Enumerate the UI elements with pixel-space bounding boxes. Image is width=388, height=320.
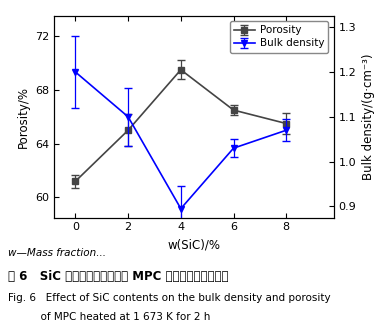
Text: w—Mass fraction...: w—Mass fraction... (8, 248, 106, 258)
Y-axis label: Bulk density/(g·cm⁻³): Bulk density/(g·cm⁻³) (362, 53, 375, 180)
Text: 图 6   SiC 加入量不同时所制备 MPC 的气孔率和体积密度: 图 6 SiC 加入量不同时所制备 MPC 的气孔率和体积密度 (8, 270, 228, 284)
Text: Fig. 6   Effect of SiC contents on the bulk density and porosity: Fig. 6 Effect of SiC contents on the bul… (8, 293, 331, 303)
Y-axis label: Porosity/%: Porosity/% (17, 86, 29, 148)
Legend: Porosity, Bulk density: Porosity, Bulk density (230, 21, 329, 53)
X-axis label: w(SiC)/%: w(SiC)/% (168, 238, 220, 251)
Text: of MPC heated at 1 673 K for 2 h: of MPC heated at 1 673 K for 2 h (8, 312, 210, 320)
